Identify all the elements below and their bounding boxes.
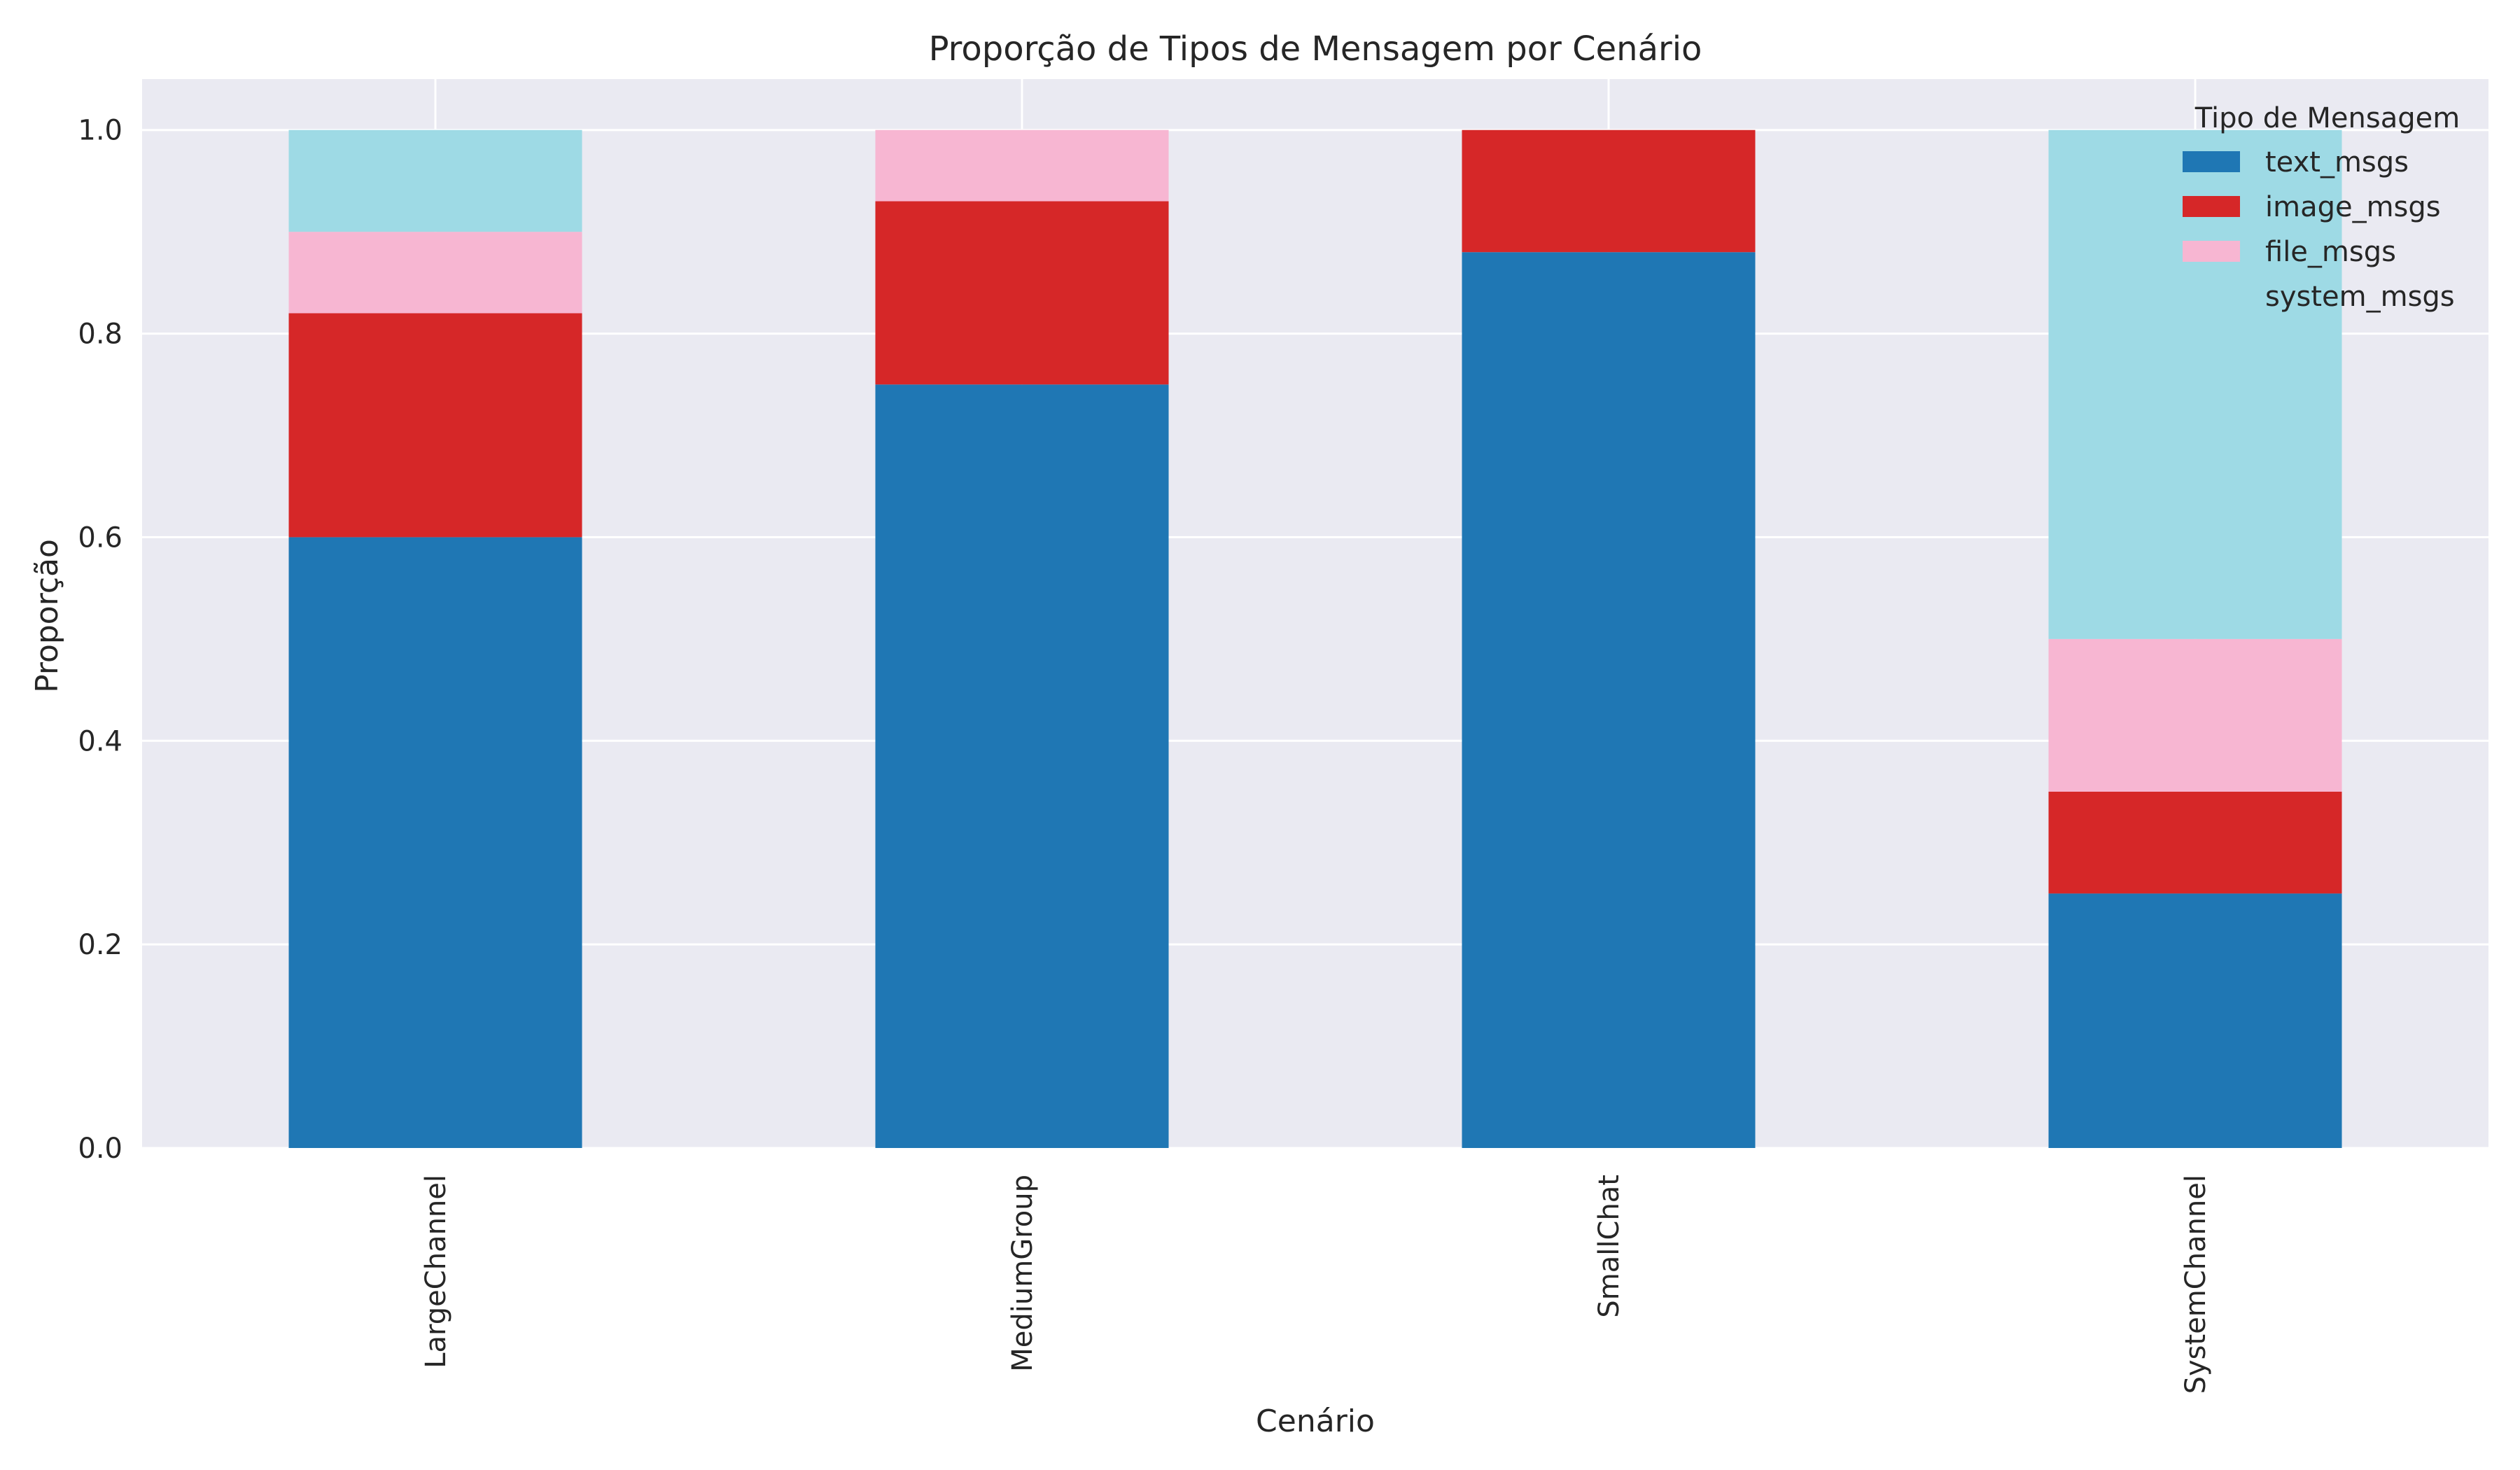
y-tick-label: 0.6 bbox=[78, 522, 122, 554]
legend-label-system_msgs: system_msgs bbox=[2265, 281, 2455, 313]
legend-swatch-system_msgs bbox=[2183, 286, 2240, 307]
bar-file_msgs-LargeChannel bbox=[288, 232, 582, 314]
legend-label-file_msgs: file_msgs bbox=[2265, 236, 2396, 268]
bar-image_msgs-LargeChannel bbox=[288, 313, 582, 538]
chart-title: Proporção de Tipos de Mensagem por Cenár… bbox=[929, 29, 1702, 69]
bar-system_msgs-LargeChannel bbox=[288, 130, 582, 232]
x-axis-label: Cenário bbox=[1256, 1404, 1375, 1439]
y-tick-label: 0.4 bbox=[78, 725, 122, 757]
bar-image_msgs-SmallChat bbox=[1462, 130, 1756, 253]
bar-file_msgs-MediumGroup bbox=[875, 130, 1169, 202]
legend-swatch-text_msgs bbox=[2183, 151, 2240, 172]
x-tick-label: LargeChannel bbox=[420, 1175, 452, 1368]
bar-text_msgs-SmallChat bbox=[1462, 252, 1756, 1149]
bars bbox=[288, 130, 2342, 1149]
bar-text_msgs-MediumGroup bbox=[875, 384, 1169, 1149]
y-tick-label: 1.0 bbox=[78, 115, 122, 147]
bar-image_msgs-SystemChannel bbox=[2048, 792, 2342, 894]
legend-swatch-image_msgs bbox=[2183, 196, 2240, 217]
legend: Tipo de Mensagem text_msgs image_msgsfile… bbox=[2183, 102, 2460, 313]
bar-text_msgs-SystemChannel bbox=[2048, 893, 2342, 1148]
legend-swatch-file_msgs bbox=[2183, 241, 2240, 262]
legend-title: Tipo de Mensagem bbox=[2194, 102, 2460, 134]
y-axis-ticks: 0.0 0.2 0.4 0.6 0.8 1.0 bbox=[78, 115, 122, 1165]
bar-text_msgs-LargeChannel bbox=[288, 537, 582, 1148]
y-axis-label: Proporção bbox=[29, 539, 65, 693]
x-axis-ticks: LargeChannel MediumGroup SmallChat SystemCh… bbox=[420, 1175, 2212, 1394]
x-tick-label: SmallChat bbox=[1593, 1175, 1625, 1318]
y-tick-label: 0.2 bbox=[78, 929, 122, 961]
bar-file_msgs-SystemChannel bbox=[2048, 638, 2342, 792]
bar-image_msgs-MediumGroup bbox=[875, 201, 1169, 385]
y-tick-label: 0.0 bbox=[78, 1133, 122, 1165]
x-tick-label: SystemChannel bbox=[2180, 1175, 2212, 1394]
legend-label-image_msgs: image_msgs bbox=[2265, 191, 2441, 223]
y-tick-label: 0.8 bbox=[78, 318, 122, 351]
x-tick-label: MediumGroup bbox=[1007, 1175, 1039, 1372]
legend-label-text_msgs: text_msgs bbox=[2265, 146, 2409, 178]
